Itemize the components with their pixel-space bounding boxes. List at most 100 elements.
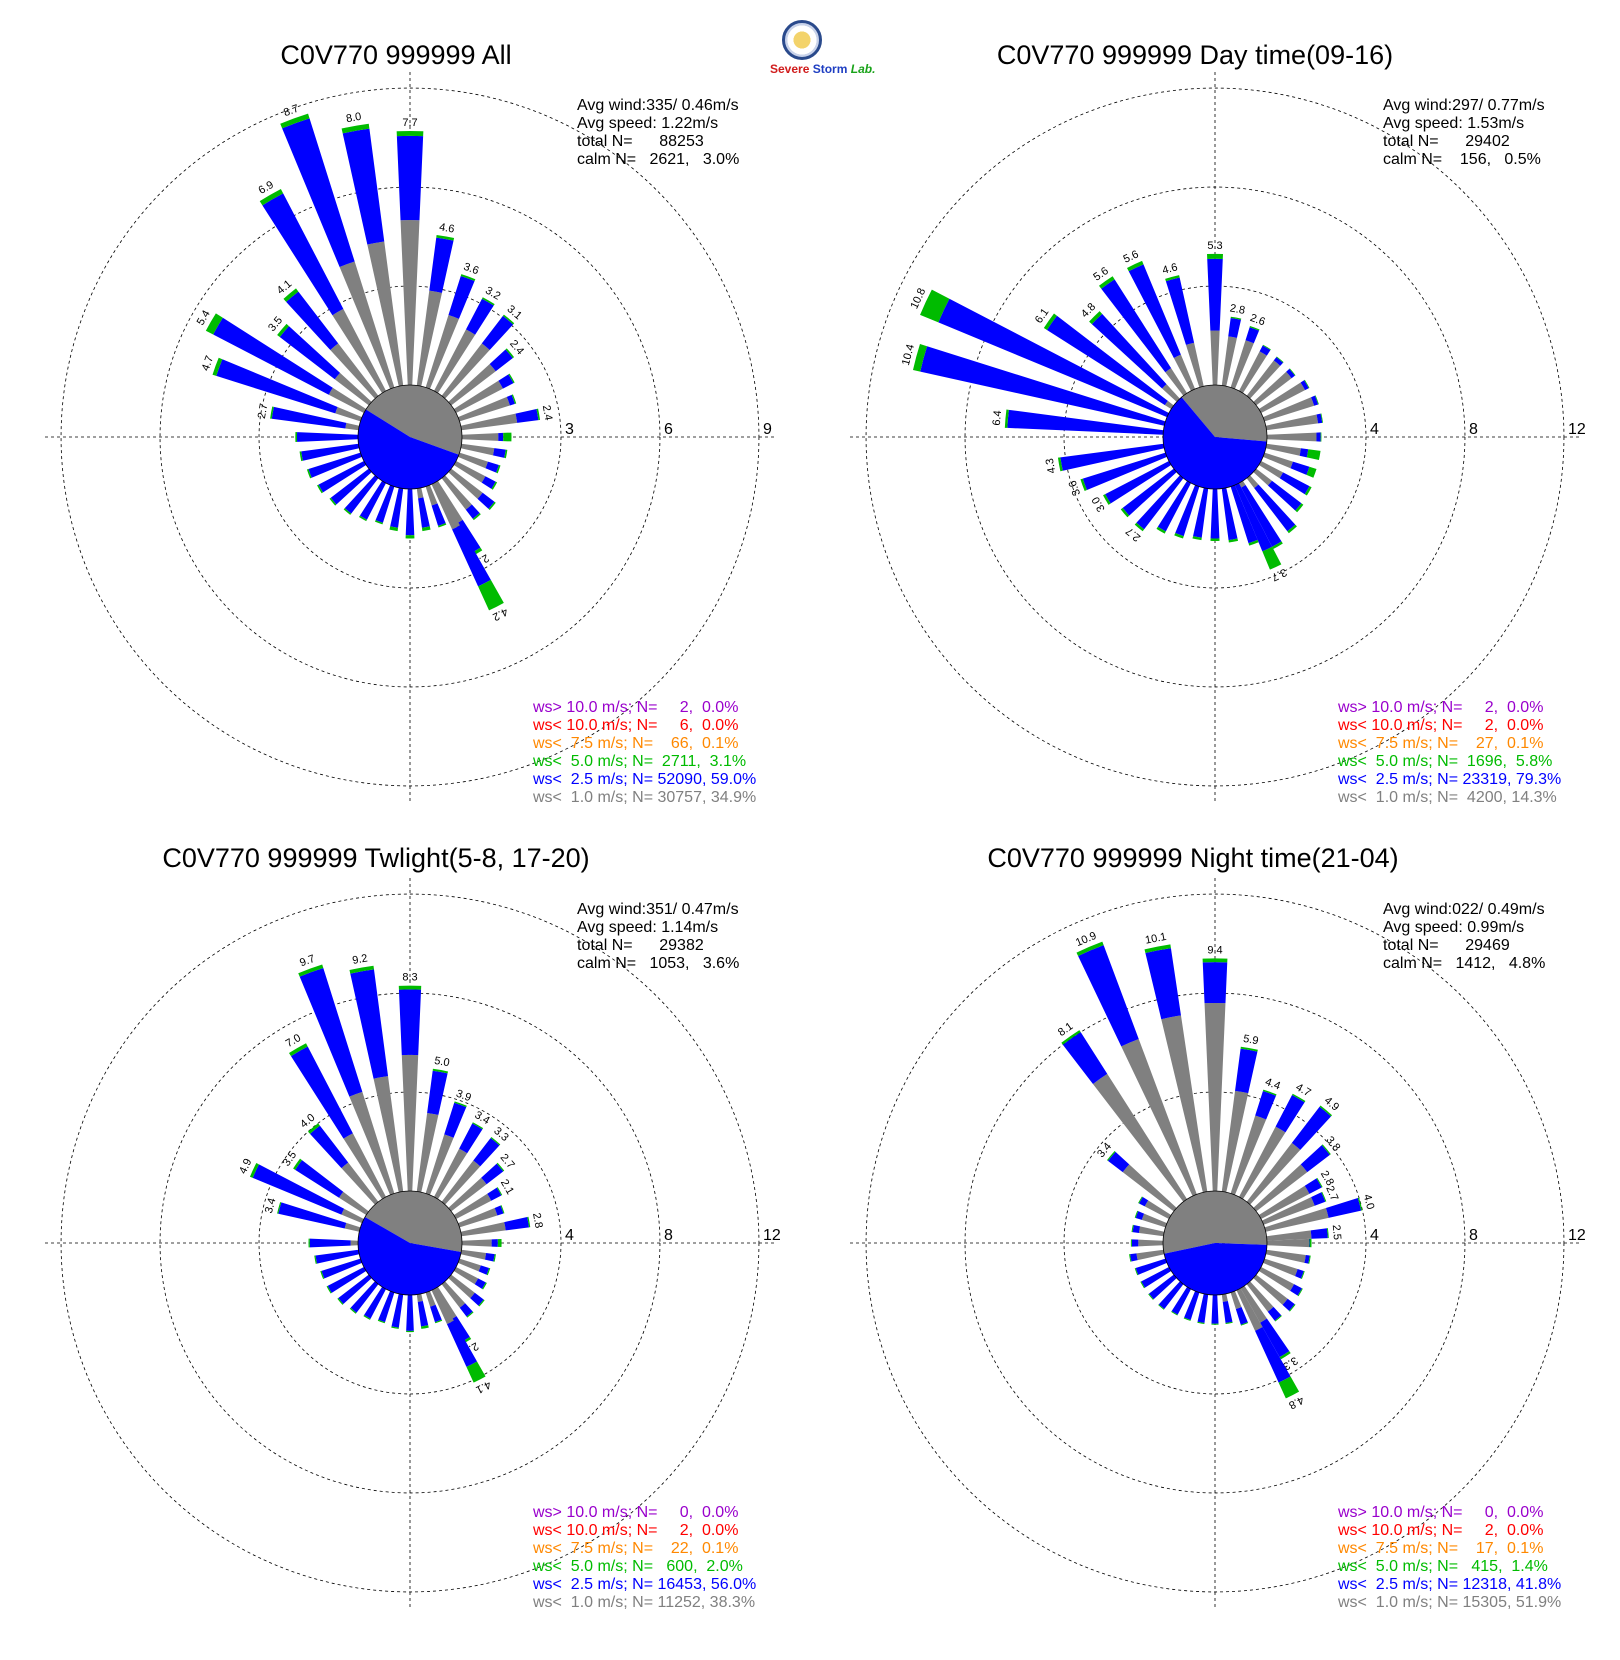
bar-segment-lt5 xyxy=(295,431,298,443)
bar-segment-lt2-5 xyxy=(1311,395,1319,406)
bar-segment-lt2-5 xyxy=(1235,1048,1258,1094)
bar-value-label: 5.3 xyxy=(1207,240,1222,252)
bar-segment-lt1 xyxy=(1263,1258,1298,1277)
bar-segment-lt2-5 xyxy=(216,359,338,414)
bar-segment-lt2-5 xyxy=(1299,448,1309,458)
stat-avg-wind: Avg wind:022/ 0.49m/s xyxy=(1383,901,1545,918)
bar-segment-lt1 xyxy=(461,1239,492,1247)
bar-segment-lt1 xyxy=(1144,1200,1172,1219)
bar-segment-lt2-5 xyxy=(350,969,389,1079)
bar-segment-lt5 xyxy=(389,526,399,532)
bar-segment-lt2-5 xyxy=(262,193,344,316)
bar-segment-lt2-5 xyxy=(1235,1307,1248,1325)
bar-segment-lt1 xyxy=(345,422,360,431)
center-pie-outline xyxy=(357,1190,463,1296)
bar-segment-lt5 xyxy=(283,288,299,302)
bar-segment-lt2-5 xyxy=(1210,488,1220,539)
bar-segment-lt5 xyxy=(406,1330,414,1333)
center-pie-gray xyxy=(365,384,463,455)
bar-segment-lt2-5 xyxy=(1158,1281,1184,1309)
bar-segment-lt5 xyxy=(1309,1238,1312,1248)
bar-segment-lt1 xyxy=(367,241,404,387)
bar-segment-lt5 xyxy=(277,323,289,338)
bar-segment-lt5 xyxy=(496,1187,503,1196)
bar-segment-lt2-5 xyxy=(452,525,491,587)
bar-segment-lt2-5 xyxy=(1241,485,1282,547)
bar-value-label: 2.8 xyxy=(1229,302,1246,316)
bar-segment-lt2-5 xyxy=(1273,357,1284,366)
legend-ws-lt-7-5: ws< 7.5 m/s; N= 17, 0.1% xyxy=(1337,1540,1543,1557)
bar-segment-lt2-5 xyxy=(1197,1293,1209,1324)
bar-segment-lt2-5 xyxy=(448,276,475,319)
logo-severe-text: Severe xyxy=(770,62,810,76)
bar-segment-lt5 xyxy=(1262,546,1282,570)
bar-segment-lt2-5 xyxy=(446,1320,478,1367)
bar-segment-lt2-5 xyxy=(459,1303,473,1317)
bar-segment-lt2-5 xyxy=(1211,1294,1219,1324)
bar-segment-lt1 xyxy=(1236,1288,1263,1331)
bar-segment-lt2-5 xyxy=(1139,1196,1149,1207)
bar-segment-lt5 xyxy=(341,123,370,134)
wind-rose-panel: 4 8 129.45.94.4 4.74.93.82.82.7 4.02.53.34.8… xyxy=(850,843,1586,1611)
bar-segment-lt5 xyxy=(317,484,324,494)
bar-segment-lt2-5 xyxy=(1234,483,1273,552)
bar-segment-lt5 xyxy=(496,1162,505,1172)
bar-segment-lt5 xyxy=(398,985,422,990)
bar-segment-lt1 xyxy=(1265,443,1301,456)
bar-segment-lt1 xyxy=(339,261,395,389)
bar-segment-lt5 xyxy=(1274,1315,1282,1322)
legend-ws-lt-2-5: ws< 2.5 m/s; N= 52090, 59.0% xyxy=(532,771,756,788)
bar-segment-lt2-5 xyxy=(301,443,360,461)
bar-segment-lt2-5 xyxy=(1046,315,1168,406)
bar-segment-lt5 xyxy=(1192,536,1202,541)
bar-segment-lt5 xyxy=(1134,522,1145,532)
bar-segment-lt1 xyxy=(441,1281,466,1308)
bar-segment-lt2-5 xyxy=(1255,1327,1291,1383)
stat-avg-speed: Avg speed: 1.53m/s xyxy=(1383,115,1524,132)
bar-segment-lt5 xyxy=(1321,1144,1331,1155)
bar-segment-lt2-5 xyxy=(465,504,480,519)
bar-segment-lt5 xyxy=(1289,368,1296,376)
bar-segment-lt1 xyxy=(1266,1230,1312,1241)
wind-rose-panel: 4 8 128.35.03.93.43.32.72.12.82.54.13.44.9… xyxy=(45,843,781,1611)
bar-segment-lt1 xyxy=(1185,342,1204,388)
bar-segment-lt1 xyxy=(448,1274,475,1299)
bar-segment-lt1 xyxy=(335,406,362,422)
bar-segment-lt2-5 xyxy=(427,1070,448,1115)
bar-segment-lt5 xyxy=(314,1255,317,1264)
center-pie-blue xyxy=(1164,1243,1267,1296)
bar-segment-lt5 xyxy=(1004,409,1009,428)
bar-segment-lt2-5 xyxy=(1304,1254,1310,1264)
bar-segment-lt2-5 xyxy=(459,1123,483,1154)
bar-segment-lt5 xyxy=(1057,457,1063,472)
bar-segment-lt5 xyxy=(1174,533,1184,539)
bar-segment-lt2-5 xyxy=(1316,432,1321,442)
bar-segment-lt2-5 xyxy=(466,298,494,335)
bar-segment-lt2-5 xyxy=(1304,1178,1322,1194)
bar-segment-lt2-5 xyxy=(1275,1095,1305,1133)
bar-segment-lt2-5 xyxy=(444,1102,467,1138)
bar-segment-lt5 xyxy=(1287,524,1297,534)
bar-segment-lt2-5 xyxy=(1130,1253,1138,1262)
bar-segment-lt2-5 xyxy=(391,1293,404,1328)
bar-segment-lt5 xyxy=(1262,344,1271,350)
legend-ws-lt-1: ws< 1.0 m/s; N= 15305, 51.9% xyxy=(1337,1594,1561,1611)
center-pie-blue xyxy=(1163,397,1267,489)
bar-segment-lt5 xyxy=(438,523,447,528)
bar-segment-lt2-5 xyxy=(1291,1106,1332,1150)
bar-segment-lt5 xyxy=(299,451,303,462)
legend-ws-lt-1: ws< 1.0 m/s; N= 30757, 34.9% xyxy=(532,789,756,806)
bar-segment-lt2-5 xyxy=(390,487,404,528)
bar-segment-lt1 xyxy=(1266,432,1317,442)
bar-segment-lt1 xyxy=(1138,1239,1164,1247)
bar-segment-lt2-5 xyxy=(487,1187,502,1201)
bar-segment-lt5 xyxy=(1210,538,1220,541)
bar-segment-lt1 xyxy=(1092,1073,1188,1202)
bar-segment-lt2-5 xyxy=(1135,1258,1167,1275)
legend-ws-lt-5: ws< 5.0 m/s; N= 2711, 3.1% xyxy=(532,753,746,770)
stat-calm: calm N= 156, 0.5% xyxy=(1383,151,1541,168)
ring-label: 12 xyxy=(1568,421,1586,438)
bar-value-label: 2.8 xyxy=(530,1212,544,1229)
bar-value-label: 2.5 xyxy=(1330,1224,1343,1240)
